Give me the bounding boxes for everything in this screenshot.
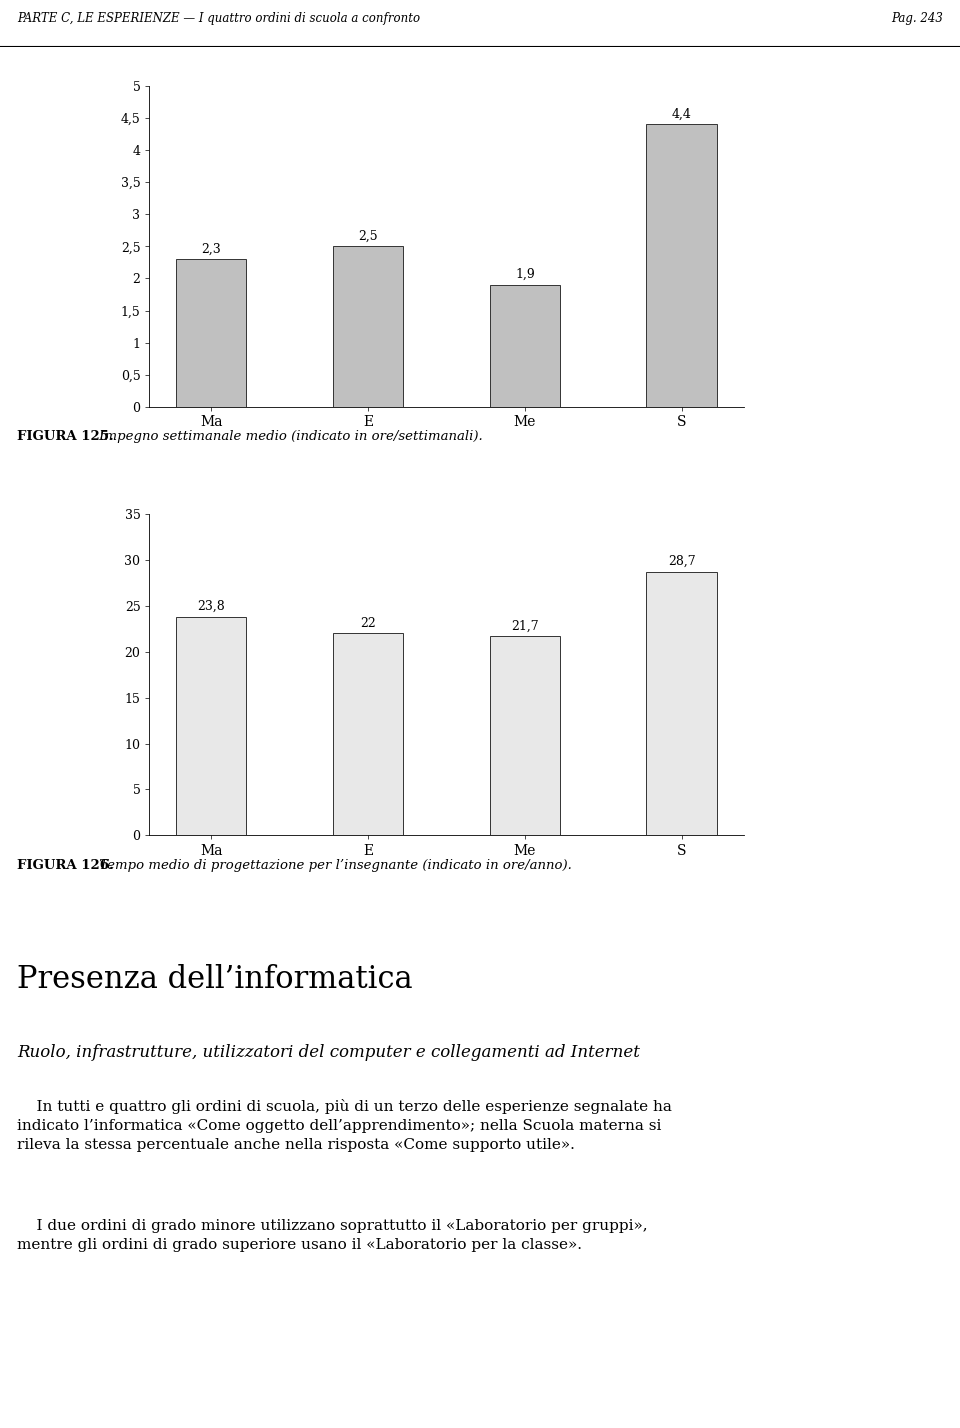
Bar (490, 637, 560, 835)
Text: Tempo medio di progettazione per l’insegnante (indicato in ore/anno).: Tempo medio di progettazione per l’inseg… (95, 858, 571, 873)
Bar (333, 634, 403, 835)
Text: In tutti e quattro gli ordini di scuola, più di un terzo delle esperienze segnal: In tutti e quattro gli ordini di scuola,… (17, 1100, 672, 1152)
Text: 22: 22 (360, 617, 376, 630)
Text: 2,5: 2,5 (358, 230, 378, 243)
Text: 28,7: 28,7 (668, 555, 695, 568)
Text: FIGURA 125.: FIGURA 125. (17, 430, 114, 444)
Text: Impegno settimanale medio (indicato in ore/settimanali).: Impegno settimanale medio (indicato in o… (95, 430, 482, 444)
Bar (490, 286, 560, 407)
Text: Presenza dell’informatica: Presenza dell’informatica (17, 964, 413, 995)
Text: I due ordini di grado minore utilizzano soprattutto il «Laboratorio per gruppi»,: I due ordini di grado minore utilizzano … (17, 1220, 648, 1252)
Text: 4,4: 4,4 (672, 107, 691, 120)
Text: Ruolo, infrastrutture, utilizzatori del computer e collegamenti ad Internet: Ruolo, infrastrutture, utilizzatori del … (17, 1044, 640, 1061)
Bar (646, 124, 717, 407)
Text: 23,8: 23,8 (197, 600, 225, 613)
Text: 21,7: 21,7 (511, 620, 539, 633)
Bar (176, 617, 247, 835)
Text: PARTE C, LE ESPERIENZE — I quattro ordini di scuola a confronto: PARTE C, LE ESPERIENZE — I quattro ordin… (17, 13, 420, 26)
Text: Pag. 243: Pag. 243 (891, 13, 943, 26)
Bar (333, 246, 403, 407)
Bar (176, 260, 247, 407)
Text: 1,9: 1,9 (515, 268, 535, 281)
Bar (646, 571, 717, 835)
Text: FIGURA 126.: FIGURA 126. (17, 858, 114, 873)
Text: 2,3: 2,3 (202, 243, 221, 256)
